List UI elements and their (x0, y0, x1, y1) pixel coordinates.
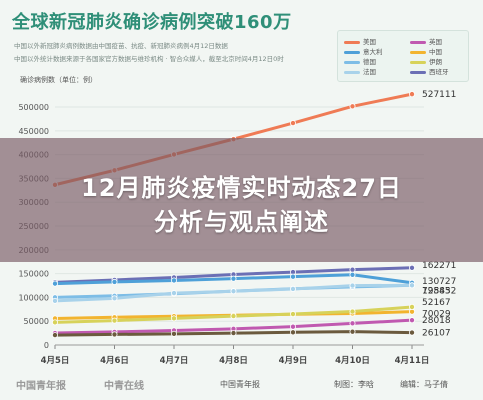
legend-label-germany: 德国 (363, 58, 376, 66)
footer-editor: 编辑：马子倩 (400, 380, 448, 389)
end-label-iran: 52167 (422, 298, 451, 308)
data-point-belgium (349, 328, 356, 335)
data-point-iran (111, 317, 118, 324)
legend-swatch-iran (410, 60, 426, 64)
y-tick-label: 500000 (18, 103, 49, 112)
data-point-france (170, 290, 177, 297)
legend-label-spain: 西班牙 (429, 68, 449, 76)
data-point-uk (408, 317, 415, 324)
data-point-france (111, 295, 118, 302)
data-point-belgium (289, 329, 296, 336)
legend-swatch-us (344, 40, 360, 44)
y-axis-label: 确诊病例数（单位：例） (20, 76, 97, 84)
data-point-uk (349, 320, 356, 327)
legend-swatch-france (344, 70, 360, 74)
legend-label-france: 法国 (363, 68, 376, 76)
data-point-iran (349, 308, 356, 315)
data-point-france (52, 297, 59, 304)
data-point-belgium (170, 330, 177, 337)
end-label-china: 70029 (422, 310, 451, 320)
banner-headline: 12月肺炎疫情实时动态27日 (81, 174, 402, 202)
title-banner (0, 138, 483, 262)
x-tick-label: 4月5日 (41, 356, 70, 366)
legend-label-italy: 意大利 (363, 48, 383, 56)
end-label-france: 79883 (422, 286, 451, 296)
data-point-belgium (408, 329, 415, 336)
x-tick-label: 4月6日 (100, 356, 129, 366)
data-point-belgium (111, 331, 118, 338)
chart-title: 全球新冠肺炎确诊病例突破160万 (12, 12, 292, 33)
y-tick-label: 450000 (18, 127, 49, 136)
x-tick-label: 4月10日 (335, 356, 370, 366)
data-point-iran (408, 303, 415, 310)
legend-swatch-uk (410, 40, 426, 44)
x-tick-label: 4月11日 (395, 356, 430, 366)
y-tick-label: 0 (44, 341, 49, 350)
data-point-italy (170, 277, 177, 284)
y-tick-label: 150000 (18, 270, 49, 279)
data-point-us (349, 103, 356, 110)
footer: 中国青年报 中青在线 中国青年报 制图：李晗 编辑：马子倩 (0, 370, 483, 400)
legend-swatch-germany (344, 60, 360, 64)
data-point-us (289, 120, 296, 127)
legend-swatch-spain (410, 70, 426, 74)
data-point-uk (289, 323, 296, 330)
footer-logo-1: 中国青年报 (16, 381, 66, 392)
legend-label-china: 中国 (429, 48, 442, 56)
x-tick-label: 4月8日 (219, 356, 248, 366)
footer-maker: 制图：李晗 (334, 380, 374, 389)
legend-label-uk: 英国 (429, 38, 442, 46)
data-point-france (349, 282, 356, 289)
data-point-france (408, 282, 415, 289)
x-tick-label: 4月7日 (160, 356, 189, 366)
footer-source: 中国青年报 (220, 380, 260, 389)
data-point-italy (52, 280, 59, 287)
end-label-uk: 28018 (422, 316, 451, 326)
legend-label-iran: 伊朗 (429, 58, 442, 66)
legend-label-us: 美国 (363, 38, 376, 46)
data-point-italy (111, 278, 118, 285)
chart-subtitle-2: 中国以外统计数据来源于各国家官方数据与维珍机构 · 智合众媒人，截至北京时间4月… (14, 55, 284, 63)
data-point-italy (349, 271, 356, 278)
data-point-iran (230, 313, 237, 320)
data-point-italy (289, 273, 296, 280)
data-point-iran (289, 311, 296, 318)
data-point-italy (230, 275, 237, 282)
data-point-iran (170, 315, 177, 322)
data-point-belgium (52, 332, 59, 339)
chart-subtitle-1: 中国以外新冠肺炎病例数据由中国疫苗、抗疫、新冠肺炎病例4月12日数据 (14, 42, 228, 50)
end-label-us: 527111 (422, 90, 456, 100)
data-point-us (408, 91, 415, 98)
x-tick-label: 4月9日 (279, 356, 308, 366)
legend-swatch-china (410, 50, 426, 54)
data-point-france (230, 288, 237, 295)
footer-logo-2: 中青在线 (104, 381, 144, 392)
banner-subheadline: 分析与观点阐述 (154, 208, 329, 236)
end-label-belgium: 26107 (422, 329, 451, 339)
data-point-iran (52, 319, 59, 326)
y-tick-label: 100000 (18, 293, 49, 302)
data-point-belgium (230, 330, 237, 337)
legend: 美国 英国 意大利 中国 德国 伊朗 法国 西班牙 (337, 30, 469, 82)
legend-swatch-italy (344, 50, 360, 54)
end-label-italy: 130727 (422, 277, 456, 287)
data-point-spain (408, 264, 415, 271)
end-label-spain: 162271 (422, 261, 456, 271)
end-label-germany: 125452 (422, 286, 456, 296)
data-point-spain (349, 266, 356, 273)
y-tick-label: 50000 (24, 317, 49, 326)
data-point-france (289, 285, 296, 292)
